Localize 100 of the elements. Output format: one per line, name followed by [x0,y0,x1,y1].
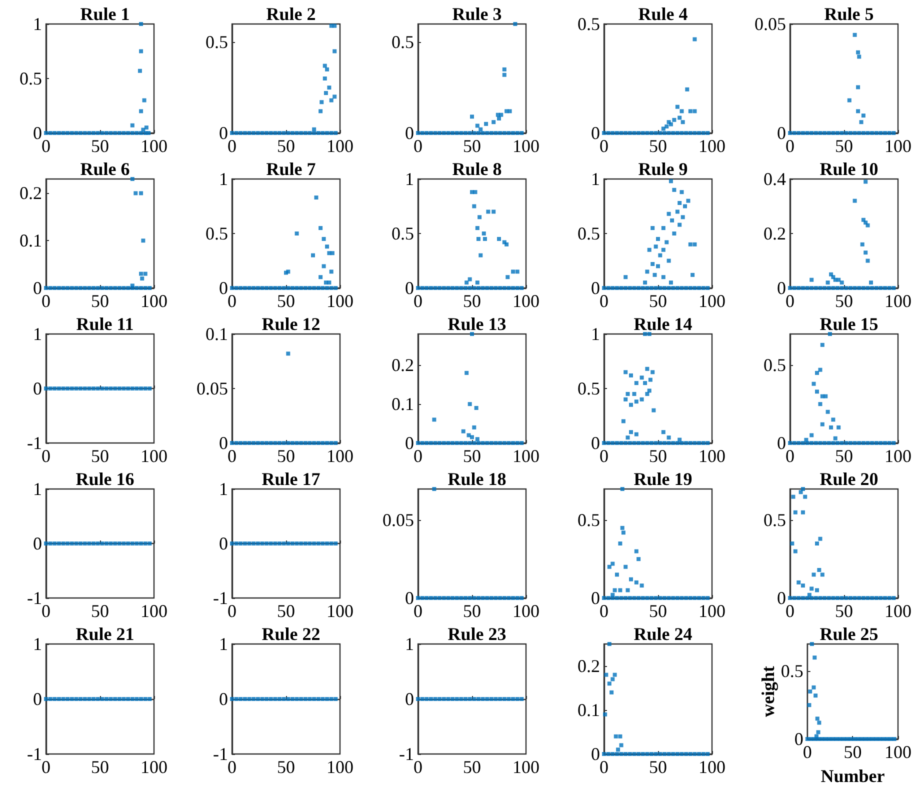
point [632,441,636,445]
y-tick-label: 0 [219,534,228,554]
x-tick-label: 50 [463,136,481,156]
point [680,286,684,290]
point [661,226,666,230]
point [316,131,320,135]
chart-title: Rule 22 [262,624,320,644]
point [515,441,520,445]
y-tick-label: 0.5 [764,510,786,530]
point [822,596,827,600]
point [113,286,118,290]
point [650,286,654,290]
point [619,441,624,445]
x-tick-label: 100 [512,757,540,777]
point [139,131,144,135]
chart-title: Rule 23 [448,624,506,644]
x-tick-label: 50 [91,291,109,311]
chart-title: Rule 1 [80,4,130,24]
point [329,270,334,274]
point [48,131,52,135]
point [650,752,654,756]
point [74,131,78,135]
point [472,441,476,445]
point [134,131,139,135]
point [870,441,874,445]
point [294,131,299,135]
point [234,131,238,135]
point [273,286,278,290]
point [662,286,666,290]
point [688,286,692,290]
y-tick-label: 0 [33,278,42,298]
point [468,286,472,290]
point [870,737,875,741]
point [814,286,818,290]
point [870,131,874,135]
point [796,596,801,600]
x-tick-label: 50 [463,757,481,777]
point [632,131,636,135]
point [861,114,866,118]
point [842,737,846,741]
x-tick-label: 100 [698,757,726,777]
point [833,436,838,440]
chart-title: Rule 14 [634,314,692,334]
point [442,286,446,290]
point [100,286,104,290]
point [433,286,438,290]
point [666,441,671,445]
point [844,131,848,135]
x-tick-label: 100 [698,446,726,466]
x-tick-label: 50 [91,446,109,466]
point [859,120,864,124]
point [680,190,684,194]
point [826,286,831,290]
point [486,210,490,214]
point [61,286,66,290]
point [814,734,818,738]
chart-title: Rule 24 [634,624,692,644]
point [680,109,684,114]
point [134,286,139,290]
point [647,332,652,336]
point [864,250,868,255]
point [468,402,472,406]
y-tick-label: 0.5 [578,14,600,34]
y-tick-label: -1 [213,744,228,764]
x-tick-label: 100 [698,291,726,311]
point [433,441,438,445]
point [840,131,844,135]
point [464,131,468,135]
point [428,441,433,445]
point [883,441,888,445]
point [282,286,286,290]
x-tick-label: 50 [649,291,667,311]
y-tick-label: 0 [777,278,786,298]
point [489,441,494,445]
point [468,131,472,135]
point [675,104,680,109]
point [840,596,844,600]
point [92,286,96,290]
point [648,378,652,382]
point [618,542,622,546]
point [299,131,304,135]
point [654,596,658,600]
point [831,275,836,280]
point [661,248,666,252]
point [619,596,624,600]
x-tick-label: 100 [698,601,726,621]
x-tick-label: 50 [835,291,853,311]
point [645,270,650,274]
point [498,286,502,290]
point [607,642,612,646]
point [624,397,628,402]
point [840,441,844,445]
point [628,286,632,290]
point [664,240,669,244]
chart-title: Rule 15 [820,314,878,334]
point [634,400,638,404]
point [820,422,824,426]
point [668,280,673,285]
point [852,286,857,290]
x-tick-label: 50 [835,601,853,621]
